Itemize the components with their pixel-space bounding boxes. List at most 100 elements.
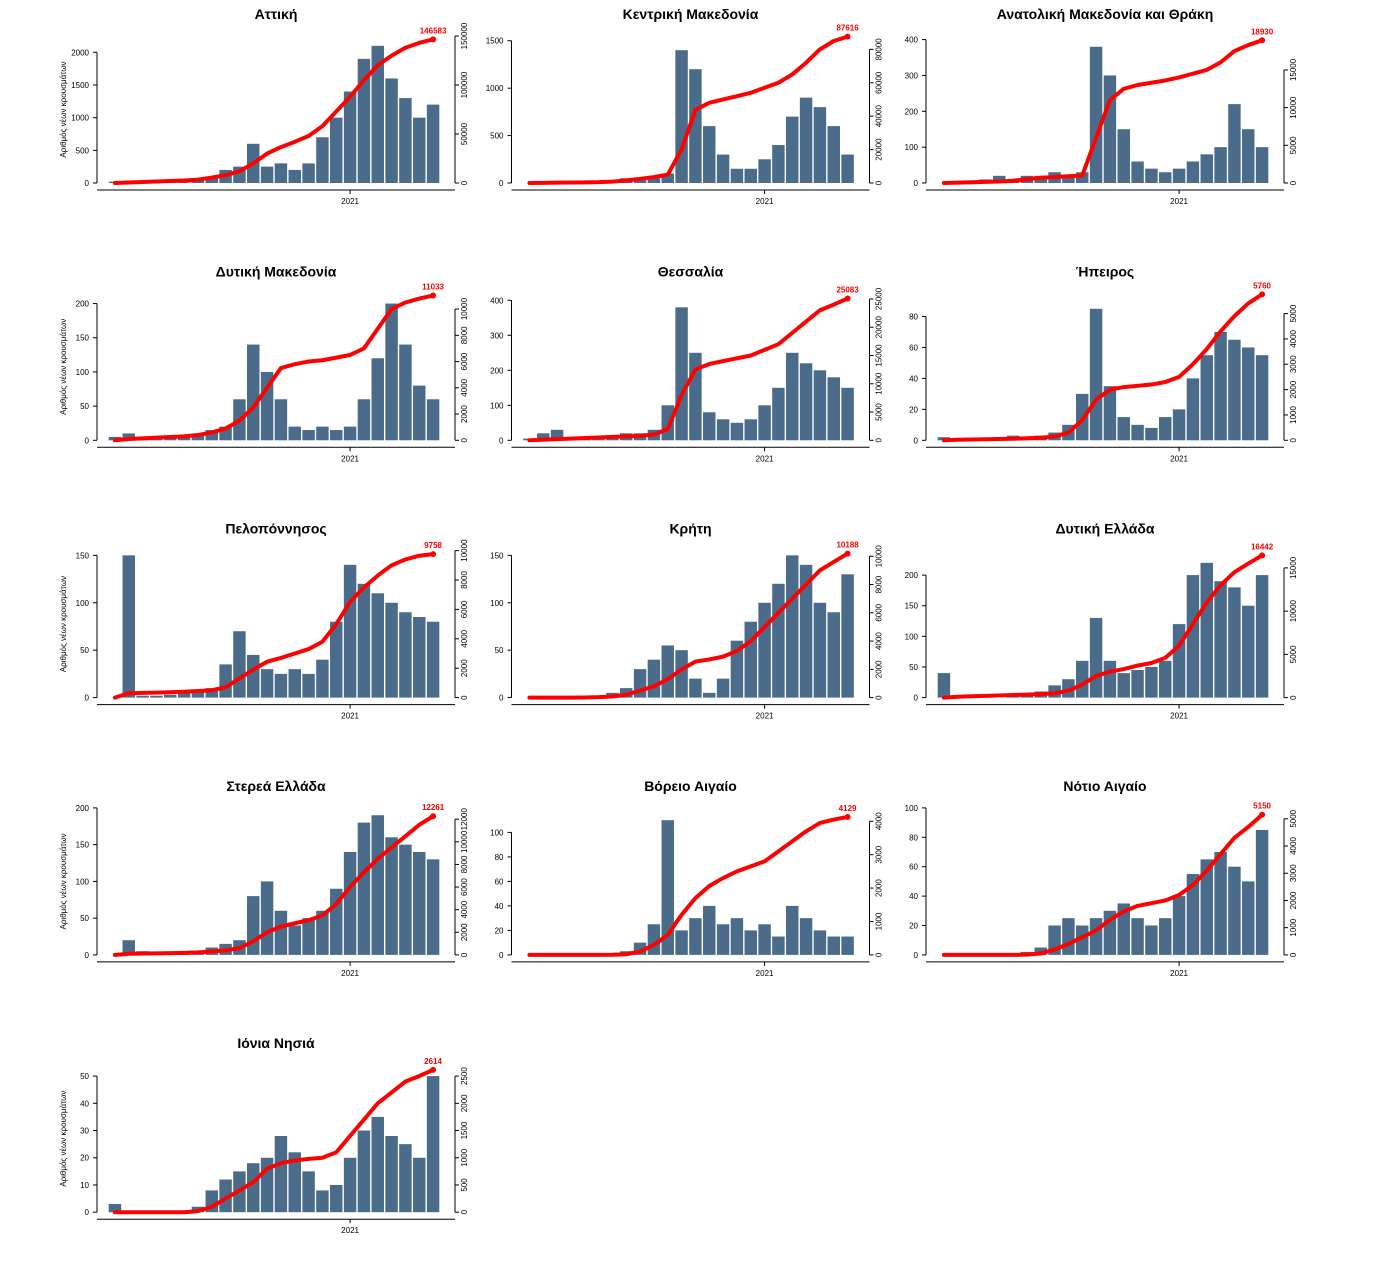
y-tick-label: 50 <box>80 914 89 923</box>
bar <box>758 603 770 698</box>
bar <box>1242 347 1254 440</box>
y-tick-label: 50 <box>80 402 89 411</box>
y-tick-label: 200 <box>490 366 504 375</box>
y-tick-label: 40 <box>909 374 918 383</box>
bar <box>344 92 356 183</box>
y-tick-label: 60 <box>495 877 504 886</box>
x-tick-label: 2021 <box>341 1226 359 1235</box>
y2-tick-label: 6000 <box>875 603 884 621</box>
y2-tick-label: 0 <box>460 952 469 957</box>
y-tick-label: 50 <box>80 646 89 655</box>
y2-tick-label: 1500 <box>460 1121 469 1139</box>
y2-tick-label: 2000 <box>875 879 884 897</box>
bar <box>1242 881 1254 955</box>
y2-tick-label: 80000 <box>875 38 884 61</box>
bar <box>164 695 176 698</box>
bar <box>150 696 162 698</box>
bar <box>828 612 840 697</box>
bar <box>385 603 397 698</box>
y2-tick-label: 20000 <box>875 138 884 161</box>
y2-tick-label: 40000 <box>875 105 884 128</box>
bar <box>1090 47 1102 183</box>
bar <box>233 631 245 697</box>
y-tick-label: 500 <box>76 146 90 155</box>
bar <box>1145 169 1157 183</box>
line-end <box>430 292 436 298</box>
y-axis-label: Αριθμός νέων κρουσμάτων <box>59 61 68 157</box>
y2-tick-label: 10000 <box>875 545 884 568</box>
bar <box>841 155 853 183</box>
y-tick-label: 20 <box>495 926 504 935</box>
y-tick-label: 1500 <box>486 37 504 46</box>
bar <box>316 660 328 698</box>
y-tick-label: 40 <box>495 902 504 911</box>
bar <box>302 674 314 698</box>
bar <box>399 612 411 697</box>
bar <box>772 388 784 441</box>
bar <box>1201 563 1213 698</box>
chart-title: Αττική <box>255 6 298 22</box>
y2-tick-label: 2000 <box>875 660 884 678</box>
y-axis-label: Αριθμός νέων κρουσμάτων <box>59 1091 68 1187</box>
bar <box>316 1190 328 1212</box>
y-tick-label: 30 <box>80 1127 89 1136</box>
bar <box>289 170 301 183</box>
bar <box>261 167 273 183</box>
bar <box>330 622 342 698</box>
bar <box>358 1131 370 1213</box>
bar <box>745 622 757 698</box>
chart-title: Βόρειο Αιγαίο <box>644 778 737 794</box>
y-tick-label: 50 <box>80 1072 89 1081</box>
bar <box>938 673 950 698</box>
y-tick-label: 0 <box>85 1208 90 1217</box>
y-axis-label: Αριθμός νέων κρουσμάτων <box>59 576 68 672</box>
line-end <box>1259 37 1265 43</box>
y-tick-label: 200 <box>905 571 919 580</box>
y-tick-label: 500 <box>490 132 504 141</box>
bar <box>344 565 356 698</box>
value-label: 12261 <box>422 803 445 812</box>
bar <box>731 169 743 183</box>
bar <box>1187 575 1199 698</box>
chart-title: Ιόνια Νησιά <box>237 1035 315 1051</box>
bar <box>1145 926 1157 955</box>
y-tick-label: 20 <box>80 1154 89 1163</box>
panel: Ανατολική Μακεδονία και Θράκη01002003004… <box>905 6 1298 206</box>
value-label: 4129 <box>839 804 857 813</box>
panel: Ιόνια Νησιά Αριθμός νέων κρουσμάτων 0 10 20 3… <box>59 1035 469 1235</box>
bar <box>136 696 148 698</box>
bar <box>758 159 770 183</box>
y-tick-label: 10 <box>80 1181 89 1190</box>
line-end <box>430 1067 436 1073</box>
y2-tick-label: 4000 <box>1289 837 1298 855</box>
y2-tick-label: 0 <box>875 438 884 443</box>
y2-tick-label: 15000 <box>1289 58 1298 81</box>
bar <box>385 837 397 955</box>
bar <box>330 1185 342 1212</box>
y-tick-label: 80 <box>495 853 504 862</box>
line-end <box>845 295 851 301</box>
y-tick-label: 150 <box>905 602 919 611</box>
bar <box>1214 581 1226 697</box>
bar <box>1090 618 1102 698</box>
bar <box>1214 332 1226 440</box>
y2-tick-label: 5000 <box>1289 645 1298 663</box>
bar <box>1118 673 1130 698</box>
y-tick-label: 40 <box>80 1099 89 1108</box>
y2-tick-label: 3000 <box>875 845 884 863</box>
y2-tick-label: 4000 <box>460 629 469 647</box>
y2-tick-label: 8000 <box>460 571 469 589</box>
bar <box>745 419 757 440</box>
bar <box>814 107 826 183</box>
bar <box>1173 896 1185 955</box>
y2-tick-label: 0 <box>1289 695 1298 700</box>
y-tick-label: 0 <box>914 951 919 960</box>
bar <box>358 399 370 440</box>
bar <box>1104 661 1116 698</box>
bar <box>1159 417 1171 440</box>
y2-tick-label: 3000 <box>1289 864 1298 882</box>
y-axis-label: Αριθμός νέων κρουσμάτων <box>59 833 68 929</box>
bar <box>372 593 384 697</box>
bar <box>717 419 729 440</box>
